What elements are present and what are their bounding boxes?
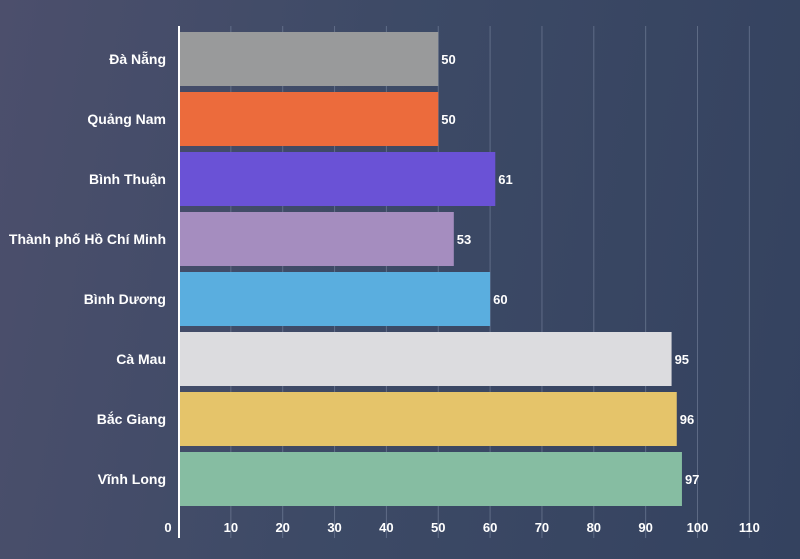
value-labels: 50 50 61 53 60 95 96 97 [441, 52, 699, 487]
category-labels: Đà Nẵng Quảng Nam Bình Thuận Thành phố Hồ C… [9, 50, 166, 487]
bar [179, 92, 439, 146]
x-tick-label: 40 [379, 520, 393, 535]
x-tick-label: 70 [535, 520, 549, 535]
x-tick-label: 60 [483, 520, 497, 535]
bar [179, 272, 491, 326]
x-tick-label: 80 [587, 520, 601, 535]
value-label: 61 [498, 172, 512, 187]
x-tick-label: 20 [275, 520, 289, 535]
bar [179, 152, 496, 206]
category-label: Quảng Nam [87, 111, 166, 127]
value-label: 60 [493, 292, 507, 307]
x-tick-label: 30 [327, 520, 341, 535]
category-label: Bình Dương [84, 291, 166, 307]
category-label: Bắc Giang [97, 410, 166, 427]
category-label: Cà Mau [116, 351, 166, 367]
value-label: 95 [675, 352, 689, 367]
bar [179, 32, 439, 86]
value-label: 53 [457, 232, 471, 247]
x-tick-label: 0 [164, 520, 171, 535]
bar [179, 212, 454, 266]
value-label: 50 [441, 112, 455, 127]
x-tick-label: 10 [224, 520, 238, 535]
x-axis-ticks: 0 10 20 30 40 50 60 70 80 90 100 110 [164, 520, 759, 535]
x-tick-label: 100 [687, 520, 709, 535]
x-tick-label: 90 [638, 520, 652, 535]
value-label: 97 [685, 472, 699, 487]
category-label: Vĩnh Long [98, 471, 166, 487]
bars [179, 32, 682, 506]
x-tick-label: 50 [431, 520, 445, 535]
category-label: Bình Thuận [89, 171, 166, 187]
category-label: Thành phố Hồ Chí Minh [9, 231, 166, 247]
bar [179, 452, 682, 506]
value-label: 50 [441, 52, 455, 67]
bar [179, 392, 677, 446]
x-tick-label: 110 [739, 520, 760, 535]
bar [179, 332, 672, 386]
value-label: 96 [680, 412, 694, 427]
category-label: Đà Nẵng [109, 50, 166, 67]
